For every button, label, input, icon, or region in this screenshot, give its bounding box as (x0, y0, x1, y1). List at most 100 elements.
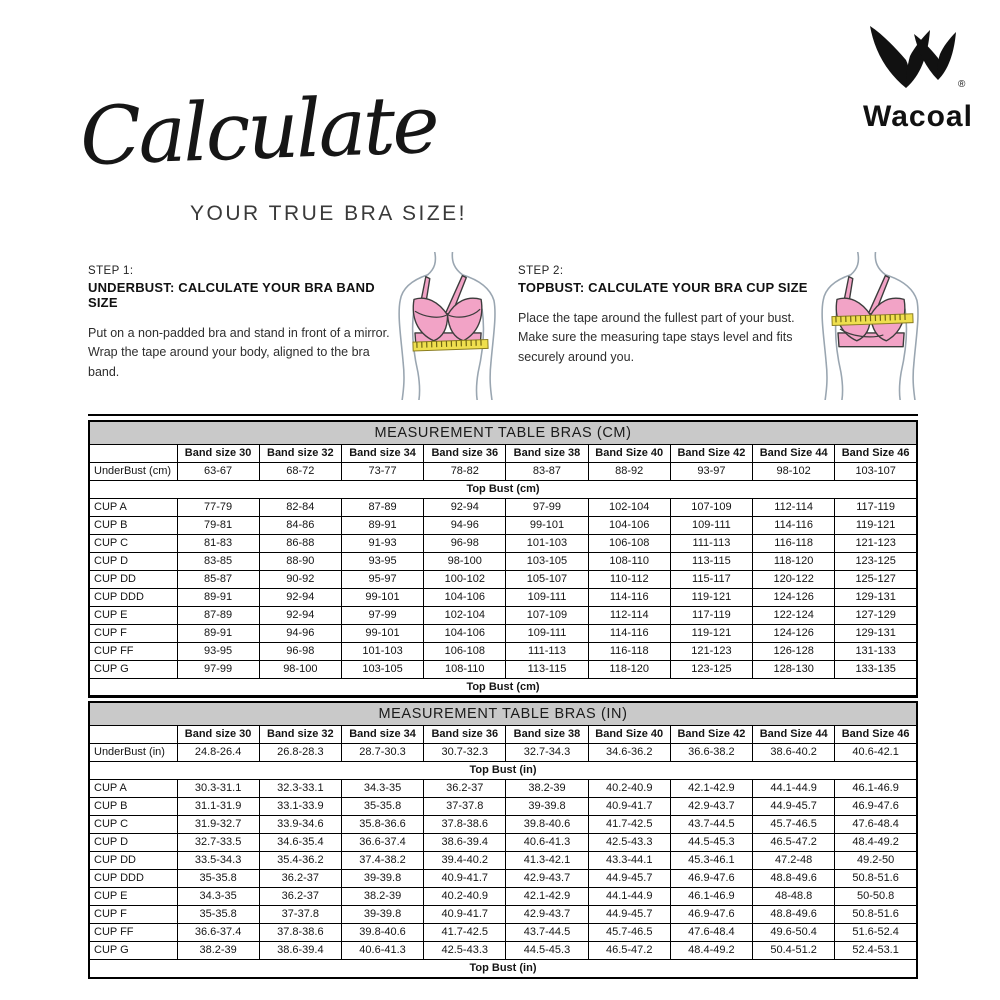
cup-value: 37.8-38.6 (423, 815, 507, 834)
cup-label: CUP B (88, 516, 178, 535)
cup-value: 116-118 (587, 642, 671, 661)
cup-value: 107-109 (505, 606, 589, 625)
cup-value: 116-118 (752, 534, 836, 553)
cup-value: 39-39.8 (340, 869, 425, 888)
cup-value: 128-130 (752, 660, 836, 679)
cup-value: 119-121 (834, 516, 918, 535)
cup-label: CUP FF (88, 642, 178, 661)
band-size-header: Band Size 46 (834, 444, 918, 463)
cup-value: 50-50.8 (834, 887, 918, 906)
cup-value: 36.2-37 (258, 887, 342, 906)
cup-value: 102-104 (423, 606, 507, 625)
step-1-body: Put on a non-padded bra and stand in fro… (88, 326, 390, 379)
cup-value: 100-102 (423, 570, 507, 589)
cup-value: 81-83 (176, 534, 260, 553)
cup-value: 93-95 (176, 642, 260, 661)
wacoal-wordmark: Wacoal (863, 100, 973, 133)
underbust-value: 34.6-36.2 (587, 743, 671, 762)
underbust-value: 28.7-30.3 (340, 743, 425, 762)
cup-value: 51.6-52.4 (834, 923, 918, 942)
cup-value: 87-89 (340, 498, 425, 517)
cup-value: 46.5-47.2 (587, 941, 671, 960)
band-size-header: Band Size 44 (752, 444, 836, 463)
cup-value: 35.4-36.2 (258, 851, 342, 870)
underbust-value: 78-82 (423, 462, 507, 481)
cup-label: CUP C (88, 815, 178, 834)
step-1-heading: UNDERBUST: CALCULATE YOUR BRA BAND SIZE (88, 280, 375, 310)
cup-value: 89-91 (340, 516, 425, 535)
cup-value: 44.9-45.7 (587, 869, 671, 888)
wacoal-logo: ® Wacoal (852, 24, 984, 134)
cup-value: 114-116 (587, 588, 671, 607)
cup-value: 77-79 (176, 498, 260, 517)
bra-size-table-in: MEASUREMENT TABLE BRAS (IN) Band size 30 B… (88, 701, 918, 979)
band-size-header: Band size 34 (340, 444, 425, 463)
cup-value: 36.2-37 (423, 779, 507, 798)
cup-value: 48.4-49.2 (834, 833, 918, 852)
cup-value: 103-105 (340, 660, 425, 679)
cup-value: 34.3-35 (176, 887, 260, 906)
cup-value: 39.8-40.6 (340, 923, 425, 942)
cup-value: 44.9-45.7 (587, 905, 671, 924)
underbust-value: 83-87 (505, 462, 589, 481)
cup-value: 49.2-50 (834, 851, 918, 870)
cup-value: 83-85 (176, 552, 260, 571)
cup-value: 47.6-48.4 (834, 815, 918, 834)
underbust-value: 73-77 (340, 462, 425, 481)
wacoal-wings-icon: ® (870, 26, 966, 90)
cup-value: 42.1-42.9 (669, 779, 754, 798)
cup-label: CUP FF (88, 923, 178, 942)
cup-value: 47.2-48 (752, 851, 836, 870)
cup-value: 90-92 (258, 570, 342, 589)
cup-value: 88-90 (258, 552, 342, 571)
cup-value: 34.3-35 (340, 779, 425, 798)
bra-graphic (835, 274, 906, 348)
measurement-table-in: MEASUREMENT TABLE BRAS (IN) Band size 30 B… (88, 695, 918, 979)
cup-label: CUP D (88, 552, 178, 571)
underbust-value: 40.6-42.1 (834, 743, 918, 762)
measuring-tape-at-band (412, 338, 489, 352)
cup-value: 48-48.8 (752, 887, 836, 906)
cup-value: 129-131 (834, 624, 918, 643)
cup-value: 38.2-39 (176, 941, 260, 960)
cup-value: 38.2-39 (505, 779, 589, 798)
cup-value: 92-94 (258, 588, 342, 607)
cup-value: 35-35.8 (176, 905, 260, 924)
corner-cell (88, 444, 178, 463)
cup-value: 99-101 (505, 516, 589, 535)
cup-value: 98-100 (423, 552, 507, 571)
cup-value: 91-93 (340, 534, 425, 553)
cup-value: 44.5-45.3 (669, 833, 754, 852)
cup-label: CUP A (88, 779, 178, 798)
cup-value: 42.9-43.7 (505, 869, 589, 888)
cup-value: 30.3-31.1 (176, 779, 260, 798)
cup-label: CUP DD (88, 570, 178, 589)
cup-value: 102-104 (587, 498, 671, 517)
cup-value: 112-114 (587, 606, 671, 625)
cup-value: 129-131 (834, 588, 918, 607)
cup-value: 40.6-41.3 (505, 833, 589, 852)
cup-value: 93-95 (340, 552, 425, 571)
cup-value: 99-101 (340, 624, 425, 643)
cup-value: 96-98 (423, 534, 507, 553)
step-2-body: Place the tape around the fullest part o… (518, 311, 795, 364)
cup-label: CUP D (88, 833, 178, 852)
band-size-header: Band Size 42 (669, 725, 754, 744)
cup-value: 113-115 (669, 552, 754, 571)
cup-value: 97-99 (340, 606, 425, 625)
cup-value: 31.9-32.7 (176, 815, 260, 834)
cup-value: 46.1-46.9 (669, 887, 754, 906)
cup-value: 38.6-39.4 (423, 833, 507, 852)
cup-value: 97-99 (176, 660, 260, 679)
underbust-label: UnderBust (in) (88, 743, 178, 762)
cup-value: 109-111 (669, 516, 754, 535)
cup-value: 32.7-33.5 (176, 833, 260, 852)
table-title: MEASUREMENT TABLE BRAS (CM) (88, 420, 918, 445)
cup-value: 109-111 (505, 588, 589, 607)
cup-value: 44.9-45.7 (752, 797, 836, 816)
band-size-header: Band size 34 (340, 725, 425, 744)
cup-value: 33.5-34.3 (176, 851, 260, 870)
underbust-value: 68-72 (258, 462, 342, 481)
cup-value: 47.6-48.4 (669, 923, 754, 942)
